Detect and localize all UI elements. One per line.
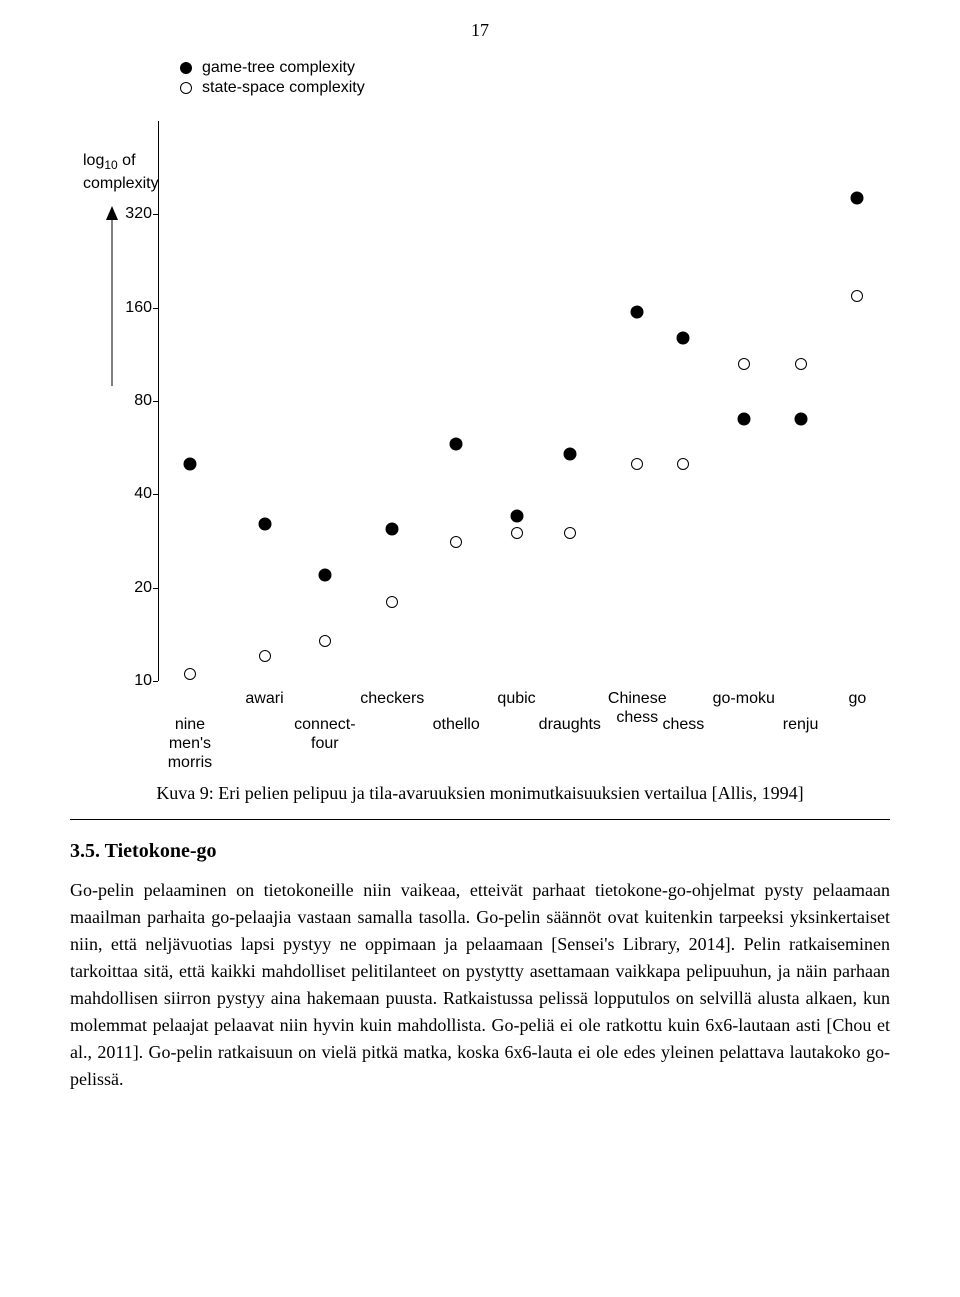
y-tick bbox=[153, 681, 158, 682]
data-point bbox=[794, 412, 807, 425]
y-tick-label: 20 bbox=[134, 579, 152, 597]
data-point bbox=[450, 438, 463, 451]
y-tick bbox=[153, 401, 158, 402]
data-point bbox=[184, 668, 196, 680]
y-tick bbox=[153, 214, 158, 215]
y-tick-label: 80 bbox=[134, 392, 152, 410]
x-axis-label: qubic bbox=[497, 689, 535, 708]
data-point bbox=[259, 650, 271, 662]
data-point bbox=[564, 527, 576, 539]
chart-legend: game-tree complexity state-space complex… bbox=[180, 59, 365, 99]
arrow-up-icon bbox=[100, 206, 124, 386]
y-tick bbox=[153, 588, 158, 589]
plot-area: log10 of complexity 10204080160320 bbox=[158, 121, 868, 681]
open-circle-icon bbox=[180, 82, 192, 94]
x-axis-label: go-moku bbox=[713, 689, 775, 708]
data-point bbox=[631, 305, 644, 318]
section-divider bbox=[70, 819, 890, 820]
data-point bbox=[677, 458, 689, 470]
x-axis-label: checkers bbox=[360, 689, 424, 708]
legend-row: state-space complexity bbox=[180, 79, 365, 97]
data-point bbox=[386, 596, 398, 608]
data-point bbox=[795, 358, 807, 370]
x-axis-label: awari bbox=[245, 689, 283, 708]
y-tick-label: 10 bbox=[134, 672, 152, 690]
y-tick-label: 160 bbox=[125, 299, 152, 317]
data-point bbox=[510, 510, 523, 523]
x-axis-label: renju bbox=[783, 715, 819, 734]
x-axis-label: ninemen'smorris bbox=[168, 715, 212, 773]
data-point bbox=[258, 518, 271, 531]
page-number: 17 bbox=[70, 20, 890, 41]
data-point bbox=[738, 358, 750, 370]
legend-label: state-space complexity bbox=[202, 79, 365, 97]
complexity-scatter-chart: game-tree complexity state-space complex… bbox=[70, 51, 890, 771]
data-point bbox=[737, 412, 750, 425]
y-axis bbox=[158, 121, 159, 681]
legend-row: game-tree complexity bbox=[180, 59, 365, 77]
x-axis-label: othello bbox=[433, 715, 480, 734]
legend-label: game-tree complexity bbox=[202, 59, 355, 77]
data-point bbox=[319, 635, 331, 647]
y-axis-title: log10 of complexity bbox=[83, 151, 159, 195]
data-point bbox=[183, 458, 196, 471]
data-point bbox=[386, 522, 399, 535]
section-heading: 3.5. Tietokone-go bbox=[70, 840, 890, 863]
document-page: 17 game-tree complexity state-space comp… bbox=[0, 0, 960, 1133]
x-axis-label: draughts bbox=[539, 715, 601, 734]
x-axis-label: connect-four bbox=[294, 715, 355, 753]
x-axis-label: chess bbox=[662, 715, 704, 734]
data-point bbox=[318, 568, 331, 581]
data-point bbox=[677, 331, 690, 344]
body-paragraph: Go-pelin pelaaminen on tietokoneille nii… bbox=[70, 877, 890, 1093]
y-tick-label: 40 bbox=[134, 485, 152, 503]
x-axis-label: go bbox=[848, 689, 866, 708]
data-point bbox=[631, 458, 643, 470]
filled-circle-icon bbox=[180, 62, 192, 74]
data-point bbox=[851, 192, 864, 205]
data-point bbox=[450, 536, 462, 548]
x-axis-label: Chinesechess bbox=[608, 689, 667, 727]
y-tick bbox=[153, 308, 158, 309]
data-point bbox=[851, 290, 863, 302]
y-tick-label: 320 bbox=[125, 205, 152, 223]
data-point bbox=[511, 527, 523, 539]
figure-caption: Kuva 9: Eri pelien pelipuu ja tila-avaru… bbox=[70, 783, 890, 804]
y-tick bbox=[153, 494, 158, 495]
data-point bbox=[563, 447, 576, 460]
